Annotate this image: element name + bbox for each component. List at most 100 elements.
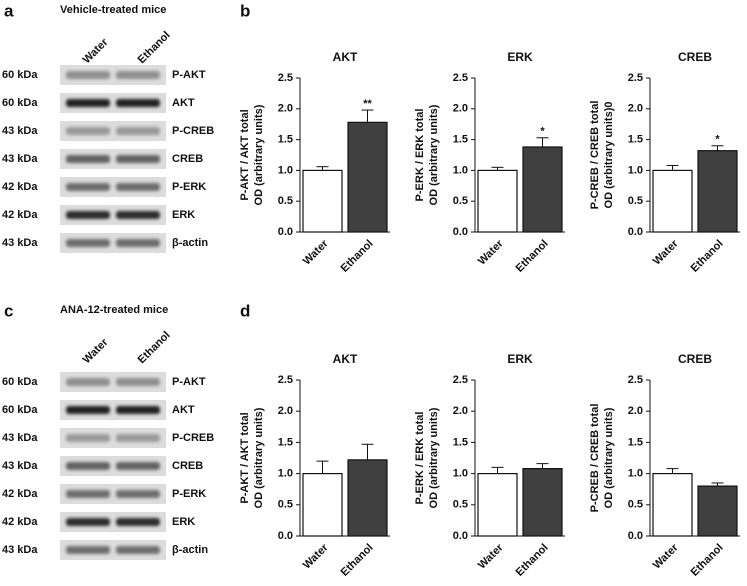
y-tick-label: 2.0: [453, 103, 468, 115]
y-tick-label: 1.0: [278, 468, 293, 480]
blot-strip: [60, 121, 166, 141]
blot-title: ANA-12-treated mice: [60, 304, 168, 316]
blot-band: [66, 127, 110, 135]
protein-label: ERK: [172, 209, 195, 221]
blot-strip: [60, 93, 166, 113]
y-tick-label: 2.0: [278, 103, 293, 115]
y-tick-label: 1.0: [628, 468, 643, 480]
protein-label: ERK: [172, 516, 195, 528]
y-axis-label: P-CREB / CREB total: [589, 404, 601, 513]
y-tick-label: 0.0: [278, 530, 293, 542]
blot-strip: [60, 428, 166, 448]
x-tick-label: Water: [476, 237, 506, 267]
kda-label: 42 kDa: [2, 488, 38, 500]
bar: [522, 146, 563, 233]
blot-band: [116, 211, 160, 219]
kda-label: 42 kDa: [2, 209, 38, 221]
y-tick-label: 1.5: [453, 134, 468, 146]
bar: [477, 169, 518, 233]
y-tick-label: 0.0: [278, 226, 293, 238]
kda-label: 43 kDa: [2, 460, 38, 472]
y-tick-label: 2.0: [453, 405, 468, 417]
y-tick-label: 2.5: [278, 72, 293, 84]
blot-band: [116, 434, 160, 442]
blot-band: [116, 127, 160, 135]
kda-label: 43 kDa: [2, 432, 38, 444]
y-tick-label: 0.5: [628, 499, 643, 511]
blot-band: [66, 518, 110, 526]
blot-band: [116, 462, 160, 470]
chart-title: CREB: [678, 50, 712, 64]
y-tick-label: 0.0: [453, 530, 468, 542]
blot-band: [116, 183, 160, 191]
bar: [652, 473, 693, 537]
blot-band: [66, 434, 110, 442]
blot-title: Vehicle-treated mice: [60, 4, 166, 16]
x-tick-label: Ethanol: [339, 542, 376, 579]
blot-band: [66, 155, 110, 163]
y-tick-label: 2.5: [453, 374, 468, 386]
y-axis-label: OD (arbitrary units): [253, 407, 265, 508]
significance-label: **: [363, 98, 372, 110]
y-tick-label: 1.0: [628, 164, 643, 176]
y-axis-label: OD (arbitrary units): [428, 104, 440, 205]
bar: [697, 485, 738, 537]
kda-label: 42 kDa: [2, 181, 38, 193]
blot-strip: [60, 484, 166, 504]
blot-band: [66, 99, 110, 107]
blot-band: [116, 378, 160, 386]
panel-label: b: [240, 1, 250, 20]
significance-label: *: [540, 126, 545, 138]
blot-band: [116, 155, 160, 163]
protein-label: P-AKT: [172, 69, 206, 81]
chart-title: ERK: [507, 50, 533, 64]
y-axis-label: P-CREB / CREB total: [589, 101, 601, 210]
blot-band: [116, 518, 160, 526]
protein-label: P-ERK: [172, 181, 206, 193]
bar: [652, 169, 693, 233]
blot-band: [66, 211, 110, 219]
x-tick-label: Ethanol: [339, 238, 376, 275]
chart-title: AKT: [333, 352, 358, 366]
x-tick-label: Ethanol: [689, 542, 726, 579]
protein-label: P-CREB: [172, 125, 214, 137]
y-tick-label: 2.0: [278, 405, 293, 417]
y-tick-label: 0.5: [628, 195, 643, 207]
blot-band: [66, 378, 110, 386]
panel-label: d: [240, 301, 250, 320]
protein-label: P-ERK: [172, 488, 206, 500]
protein-label: P-CREB: [172, 432, 214, 444]
blot-band: [66, 406, 110, 414]
lane-label: Ethanol: [136, 329, 173, 366]
protein-label: P-AKT: [172, 376, 206, 388]
blot-band: [66, 239, 110, 247]
blot-strip: [60, 400, 166, 420]
y-tick-label: 1.5: [278, 436, 293, 448]
blot-strip: [60, 456, 166, 476]
y-tick-label: 0.5: [453, 195, 468, 207]
bar: [347, 121, 388, 233]
y-axis-label: OD (arbitrary units): [603, 407, 615, 508]
chart-title: CREB: [678, 352, 712, 366]
y-axis-label: OD (arbitrary units)0: [603, 102, 615, 209]
y-tick-label: 1.0: [453, 164, 468, 176]
blot-strip: [60, 233, 166, 253]
blot-band: [66, 71, 110, 79]
protein-label: β-actin: [172, 544, 208, 556]
panel-label: a: [4, 1, 14, 20]
blot-strip: [60, 149, 166, 169]
x-tick-label: Ethanol: [514, 238, 551, 275]
y-tick-label: 0.5: [453, 499, 468, 511]
blot-band: [116, 71, 160, 79]
blot-band: [116, 99, 160, 107]
bar: [302, 473, 343, 537]
lane-label: Water: [81, 36, 111, 66]
y-tick-label: 0.5: [278, 499, 293, 511]
blot-band: [116, 239, 160, 247]
y-axis-label: P-AKT / AKT total: [239, 412, 251, 503]
blot-band: [66, 546, 110, 554]
lane-label: Ethanol: [136, 29, 173, 66]
blot-band: [66, 183, 110, 191]
bar: [522, 468, 563, 537]
